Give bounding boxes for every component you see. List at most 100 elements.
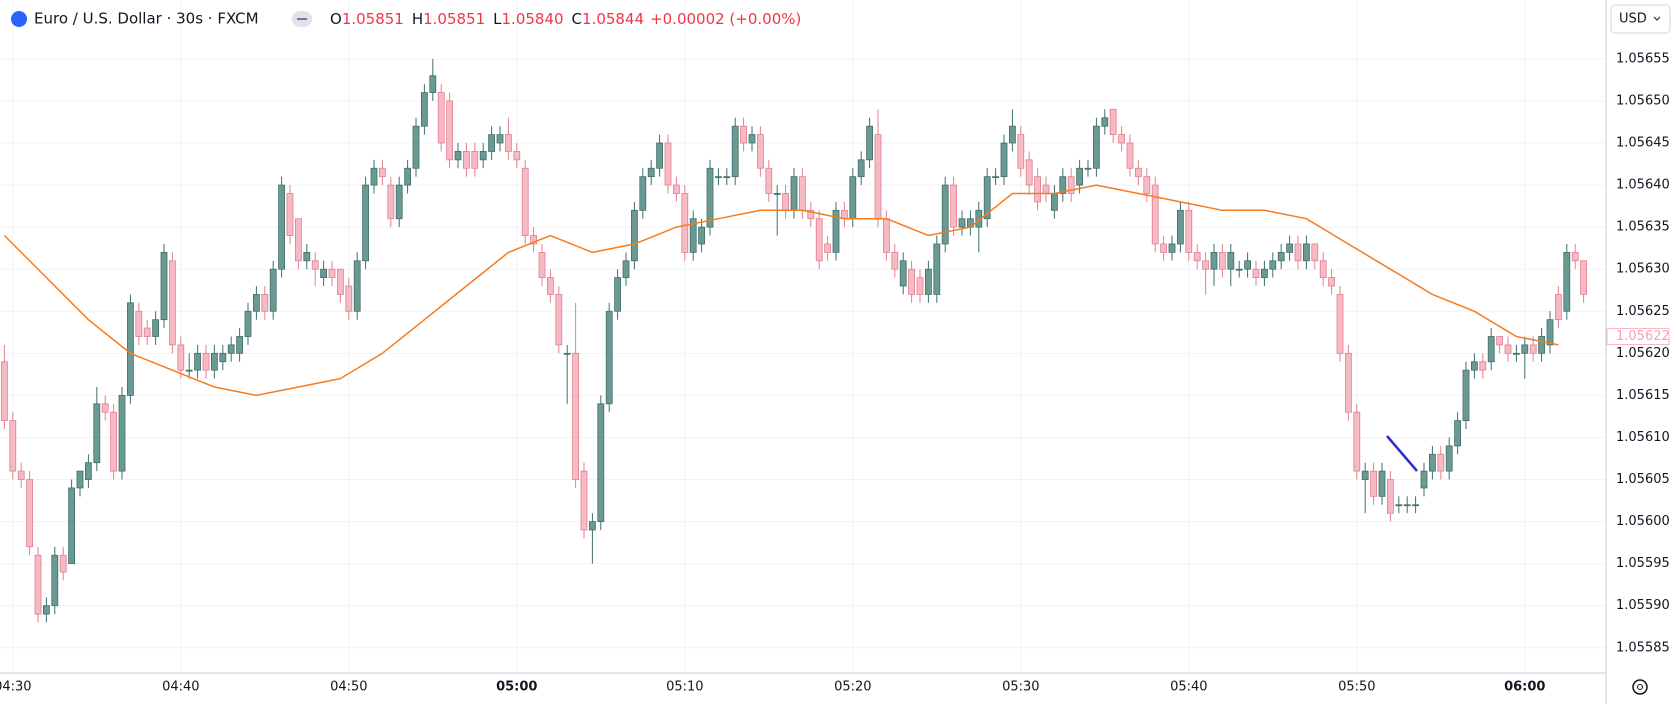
candle-body bbox=[656, 142, 663, 169]
candle-body bbox=[530, 235, 537, 245]
candle-body bbox=[85, 462, 92, 480]
candle-body bbox=[1101, 117, 1109, 127]
candle-body bbox=[353, 260, 361, 312]
candle-body bbox=[26, 479, 34, 548]
candle-body bbox=[933, 243, 941, 295]
x-tick-label: 04:50 bbox=[330, 680, 367, 695]
candle-body bbox=[101, 403, 109, 413]
y-tick-label: 1.05590 bbox=[1616, 598, 1670, 613]
candle-body bbox=[1521, 344, 1529, 354]
candle-body bbox=[269, 268, 277, 312]
candle-body bbox=[874, 134, 882, 220]
candle-body bbox=[378, 167, 386, 178]
candle-body bbox=[731, 125, 739, 178]
candle-body bbox=[563, 352, 571, 355]
candle-body bbox=[1496, 336, 1503, 346]
x-tick-label: 06:00 bbox=[1504, 680, 1545, 695]
candle-body bbox=[1118, 134, 1125, 144]
candle-body bbox=[68, 487, 75, 565]
candle-body bbox=[891, 251, 899, 270]
gear-icon[interactable] bbox=[1632, 679, 1648, 695]
y-tick-label: 1.05605 bbox=[1616, 472, 1670, 487]
candle-body bbox=[1319, 260, 1327, 279]
candle-body bbox=[1202, 260, 1209, 270]
candle-body bbox=[429, 75, 437, 93]
candle-body bbox=[236, 336, 244, 354]
candle-body bbox=[1193, 251, 1201, 262]
currency-select[interactable]: USD bbox=[1610, 4, 1671, 34]
x-tick-label: 04:30 bbox=[0, 680, 32, 695]
candle-body bbox=[1084, 167, 1092, 170]
candle-body bbox=[1571, 251, 1579, 262]
ohlc-key: O bbox=[330, 10, 342, 28]
candle-body bbox=[1345, 352, 1352, 413]
candle-body bbox=[336, 268, 344, 295]
candle-body bbox=[227, 344, 235, 354]
candle-body bbox=[1185, 209, 1193, 253]
price-label: 1.05622 bbox=[1616, 329, 1670, 344]
candle-body bbox=[17, 470, 25, 480]
currency-box[interactable] bbox=[1610, 4, 1671, 34]
candle-body bbox=[437, 92, 445, 144]
candle-body bbox=[1093, 125, 1100, 169]
candle-body bbox=[1269, 260, 1277, 270]
candle-body bbox=[857, 159, 865, 178]
ohlc-key: H bbox=[412, 10, 423, 28]
candle-body bbox=[1403, 504, 1411, 507]
y-tick-label: 1.05645 bbox=[1616, 136, 1670, 151]
ohlc-value: 1.05851 bbox=[342, 10, 404, 28]
candle-body bbox=[790, 176, 798, 211]
candle-body bbox=[983, 176, 991, 220]
candle-body bbox=[43, 605, 50, 615]
candle-body bbox=[1361, 470, 1369, 480]
candle-body bbox=[1529, 344, 1537, 354]
candle-body bbox=[1042, 184, 1050, 194]
candle-body bbox=[580, 470, 588, 531]
candle-body bbox=[51, 554, 59, 607]
candle-body bbox=[1235, 268, 1243, 271]
candle-body bbox=[1227, 251, 1235, 270]
y-tick-label: 1.05635 bbox=[1616, 220, 1670, 235]
candle-body bbox=[210, 352, 218, 371]
candle-body bbox=[1336, 294, 1344, 354]
candle-body bbox=[1244, 260, 1251, 270]
candle-body bbox=[1151, 184, 1159, 245]
candle-body bbox=[899, 260, 907, 287]
candle-body bbox=[1353, 411, 1361, 472]
candle-body bbox=[597, 403, 605, 522]
candle-body bbox=[555, 294, 563, 346]
candle-body bbox=[866, 125, 873, 161]
candle-body bbox=[412, 125, 420, 169]
candle-body bbox=[76, 470, 84, 489]
candle-body bbox=[1303, 243, 1310, 262]
candle-body bbox=[740, 125, 747, 144]
y-tick-label: 1.05640 bbox=[1616, 178, 1670, 193]
candle-body bbox=[1286, 243, 1293, 253]
candle-body bbox=[908, 268, 915, 295]
candle-body bbox=[244, 310, 252, 337]
candle-body bbox=[1143, 176, 1151, 194]
candle-body bbox=[941, 184, 949, 245]
candle-body bbox=[454, 151, 462, 161]
candle-body bbox=[698, 226, 705, 245]
candle-body bbox=[1538, 336, 1545, 354]
candle-body bbox=[1252, 268, 1260, 279]
candle-body bbox=[1067, 176, 1075, 194]
candle-body bbox=[202, 352, 210, 371]
y-tick-label: 1.05595 bbox=[1616, 556, 1670, 571]
candle-body bbox=[1261, 268, 1268, 279]
candle-body bbox=[782, 193, 789, 211]
candle-body bbox=[547, 277, 554, 295]
candle-body bbox=[723, 176, 731, 179]
axes: 1.05585 1.05590 1.05595 1.05600 1.05605 1.056… bbox=[0, 51, 1670, 694]
settings-button[interactable] bbox=[1632, 679, 1648, 695]
candle-body bbox=[824, 243, 831, 253]
candle-body bbox=[261, 294, 269, 312]
candle-body bbox=[252, 294, 260, 312]
candle-body bbox=[395, 184, 403, 220]
candle-body bbox=[320, 268, 328, 279]
candle-body bbox=[849, 176, 857, 220]
candle-body bbox=[622, 260, 630, 279]
candle-body bbox=[1135, 167, 1142, 178]
candle-body bbox=[311, 260, 319, 270]
